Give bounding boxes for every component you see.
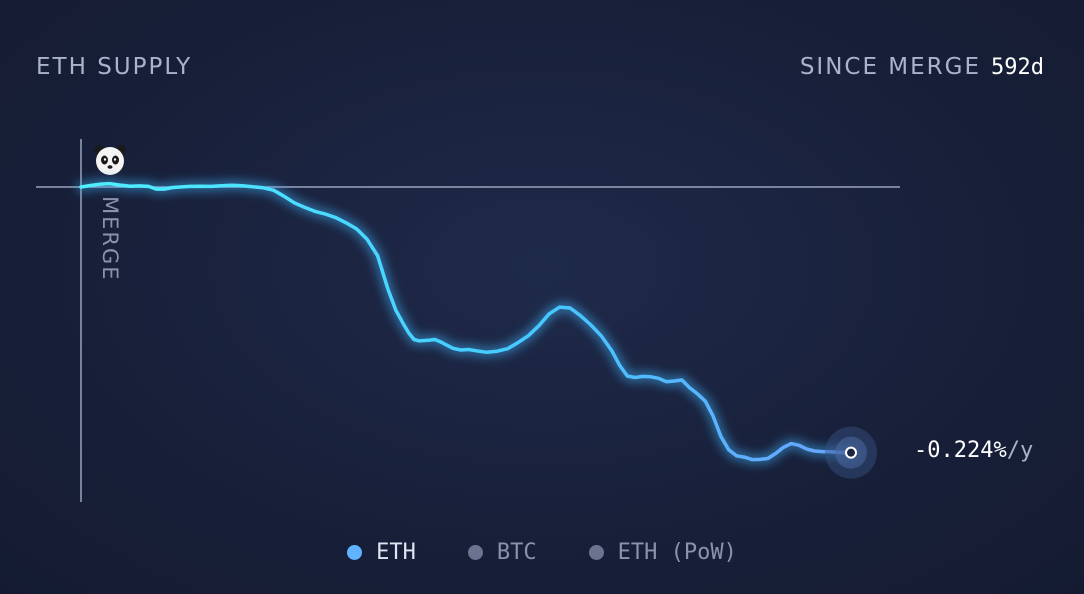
end-point[interactable] — [845, 446, 857, 459]
legend-label-eth-pow: ETH (PoW) — [617, 540, 737, 565]
current-rate-unit: /y — [1006, 438, 1034, 463]
chart-title: ETH SUPPLY — [36, 54, 193, 80]
legend-dot-eth — [347, 545, 363, 560]
legend-item-eth-pow[interactable]: ETH (PoW) — [588, 540, 737, 565]
since-merge-days: 592d — [991, 55, 1044, 80]
legend-item-btc[interactable]: BTC — [467, 540, 537, 565]
legend-dot-btc — [467, 545, 483, 560]
legend-label-eth: ETH — [376, 540, 416, 565]
legend-dot-eth-pow — [588, 545, 604, 560]
panda-icon — [94, 145, 126, 175]
legend-item-eth[interactable]: ETH — [347, 540, 416, 565]
current-rate: -0.224%/y — [914, 438, 1033, 463]
legend: ETH BTC ETH (PoW) — [0, 540, 1084, 565]
legend-label-btc: BTC — [496, 540, 537, 565]
since-merge-label: SINCE MERGE — [799, 54, 982, 80]
eth-series-line — [79, 181, 853, 462]
current-rate-value: -0.224% — [914, 438, 1007, 463]
merge-label: MERGE — [98, 196, 122, 282]
since-merge: SINCE MERGE 592d — [800, 54, 1044, 80]
eth-series-glow — [76, 179, 856, 465]
